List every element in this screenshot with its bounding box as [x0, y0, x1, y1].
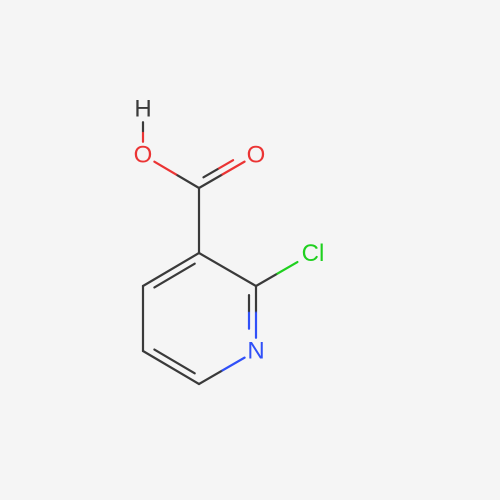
atom-label-cl11: Cl: [302, 240, 325, 267]
atom-label-h10: H: [134, 96, 151, 123]
molecule-diagram: NOOHCl: [0, 0, 500, 500]
atom-label-o9: O: [134, 142, 153, 169]
atom-label-n6: N: [247, 338, 264, 365]
diagram-background: [0, 0, 500, 500]
atom-label-o8: O: [247, 142, 266, 169]
